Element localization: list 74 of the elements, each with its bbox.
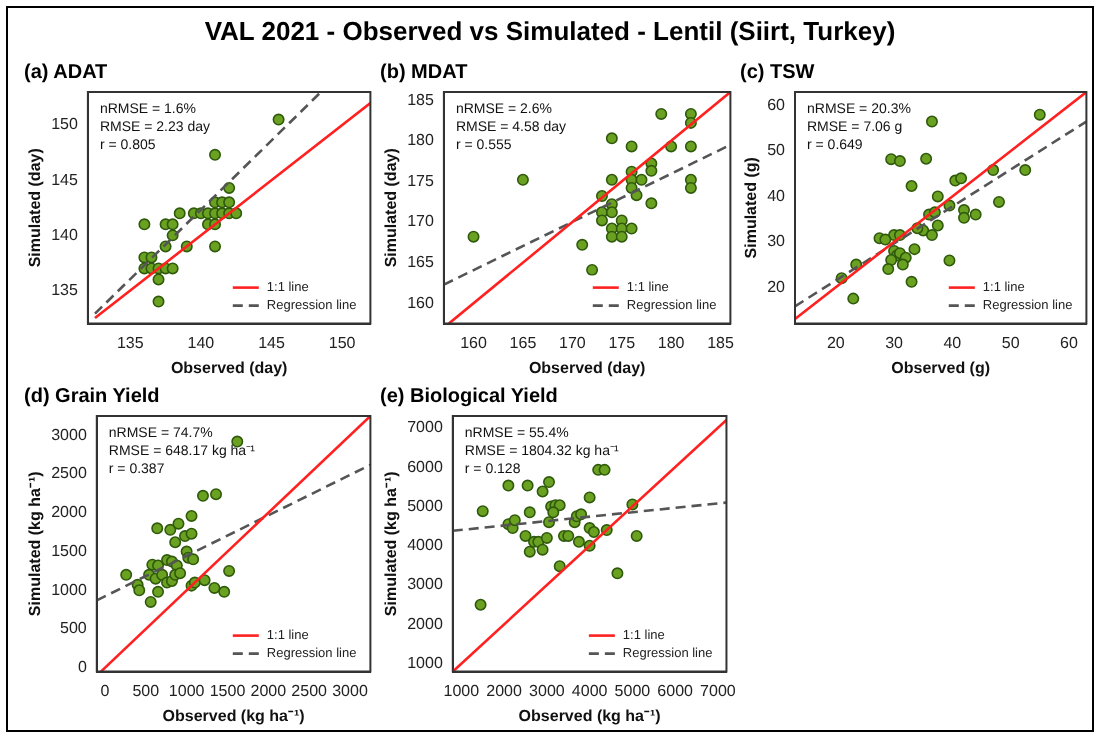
y-tick-label: 180 [407,131,435,150]
y-tick-label: 1500 [51,541,88,560]
y-tick-label: 165 [407,253,435,272]
x-tick-label: 185 [707,333,735,352]
y-tick-label: 145 [51,170,79,189]
x-tick-label: 145 [258,333,286,352]
x-tick-label: 135 [116,333,145,352]
y-tick-label: 185 [407,90,435,109]
x-axis-title: Observed (kg ha⁻¹) [518,706,662,725]
x-tick-label: 1500 [209,681,247,700]
chart-title: (c) TSW [740,61,816,84]
x-axis-title: Observed (kg ha⁻¹) [162,706,306,725]
y-tick-label: 175 [407,171,435,190]
y-axis-title: Simulated (kg ha⁻¹) [26,470,45,617]
y-tick-label: 3000 [407,575,444,594]
x-tick-label: 1000 [168,681,206,700]
y-tick-label: 2500 [51,464,88,483]
y-tick-label: 1000 [407,654,444,673]
x-tick-label: 60 [1060,333,1079,352]
y-tick-label: 4000 [407,536,444,555]
x-tick-label: 7000 [700,681,737,700]
y-tick-label: 50 [767,141,787,160]
chart-title: (e) Biological Yield [380,385,558,408]
y-tick-label: 0 [77,658,88,677]
chart-title: (a) ADAT [24,61,108,84]
x-tick-label: 1000 [443,681,481,700]
y-tick-label: 140 [51,225,79,244]
y-axis-title: Simulated (kg ha⁻¹) [382,470,401,617]
x-tick-label: 180 [657,333,686,352]
x-axis-title: Observed (g) [891,358,991,377]
y-tick-label: 6000 [407,457,444,476]
x-tick-label: 160 [460,333,488,352]
x-tick-label: 30 [885,333,905,352]
y-tick-label: 135 [51,280,79,299]
x-tick-label: 150 [328,333,357,352]
y-tick-label: 160 [407,293,435,312]
y-tick-label: 5000 [407,496,444,515]
x-tick-label: 3000 [332,681,369,700]
x-tick-label: 6000 [657,681,695,700]
x-tick-label: 3000 [529,681,566,700]
y-tick-label: 7000 [407,418,444,437]
y-axis-title: Simulated (day) [382,147,401,268]
x-tick-label: 4000 [571,681,609,700]
x-tick-label: 40 [943,333,963,352]
x-tick-label: 2000 [486,681,523,700]
x-tick-label: 500 [132,681,161,700]
y-tick-label: 500 [60,619,88,638]
x-axis-title: Observed (day) [528,358,647,377]
y-tick-label: 40 [767,186,787,205]
y-tick-label: 3000 [51,425,88,444]
x-tick-label: 2000 [250,681,288,700]
y-tick-label: 2000 [407,614,444,633]
y-tick-label: 20 [767,277,787,296]
y-tick-label: 30 [767,232,787,251]
x-tick-label: 175 [608,333,637,352]
x-tick-label: 20 [826,333,846,352]
chart-title: (d) Grain Yield [24,385,160,408]
y-axis-title: Simulated (day) [26,147,45,268]
y-tick-label: 150 [51,115,79,134]
y-tick-label: 1000 [51,580,88,599]
text: VAL 2021 - Observed vs Simulated - Lentil (Siirt, Turkey) [202,16,898,46]
y-tick-label: 60 [767,96,787,115]
x-tick-label: 2500 [291,681,329,700]
x-tick-label: 0 [100,681,111,700]
x-tick-label: 50 [1001,333,1021,352]
chart-title: (b) MDAT [380,61,468,84]
y-axis-title: Simulated (g) [742,156,761,259]
y-tick-label: 170 [407,212,435,231]
x-tick-label: 165 [509,333,538,352]
x-axis-title: Observed (day) [170,358,289,377]
y-tick-label: 2000 [51,503,88,522]
x-tick-label: 5000 [614,681,652,700]
x-tick-label: 140 [187,333,216,352]
x-tick-label: 170 [558,333,587,352]
